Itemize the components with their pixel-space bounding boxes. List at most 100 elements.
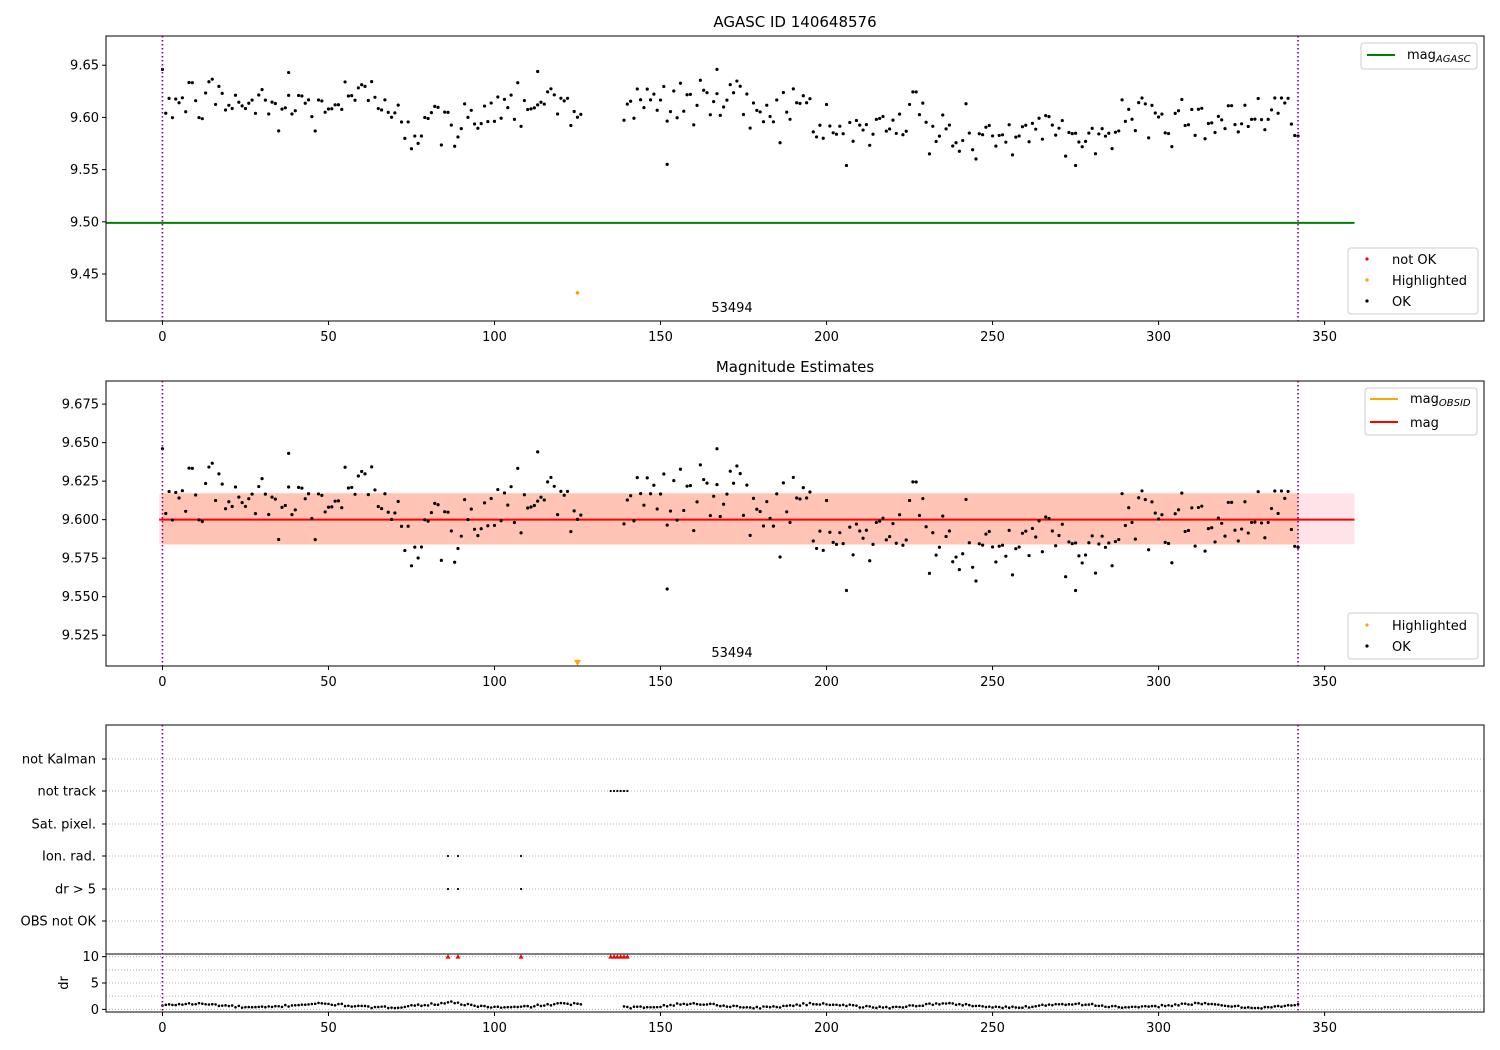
dr-point <box>971 1004 974 1008</box>
ok-point <box>1163 540 1167 544</box>
ok-point <box>834 542 839 547</box>
ok-point <box>1027 140 1031 144</box>
ok-point <box>1044 114 1048 118</box>
ok-point <box>456 546 460 551</box>
ok-point <box>250 98 254 102</box>
ok-point <box>672 479 676 483</box>
ok-point <box>1286 489 1290 494</box>
x-tick-label: 0 <box>158 1021 166 1036</box>
ok-point <box>901 543 905 547</box>
dr-point <box>802 1002 805 1005</box>
ok-point <box>1203 137 1207 141</box>
ok-point <box>824 498 829 503</box>
ok-point <box>380 507 384 511</box>
legend-marker-not-ok <box>1365 257 1369 261</box>
ok-point <box>645 87 649 91</box>
ok-point <box>1010 153 1015 157</box>
dr-point <box>768 1005 772 1009</box>
dr-point <box>347 1004 350 1008</box>
ok-point <box>260 477 264 481</box>
dr-point <box>200 1002 204 1006</box>
ok-point <box>243 106 248 111</box>
plot-frame <box>105 380 1485 667</box>
ok-point <box>552 484 556 488</box>
ok-point <box>190 81 194 85</box>
dr-point <box>406 1004 410 1008</box>
dr-point <box>300 1003 304 1006</box>
ok-point <box>1253 117 1257 121</box>
dr-point <box>240 1006 244 1009</box>
ok-point <box>957 567 961 572</box>
ok-point <box>861 128 865 132</box>
ok-point <box>1004 140 1008 144</box>
dr-point <box>1187 1003 1190 1006</box>
ok-point <box>323 510 327 514</box>
ok-point <box>197 518 201 522</box>
dr-point <box>987 1005 991 1008</box>
ok-point <box>486 119 490 124</box>
ok-point <box>1193 133 1197 137</box>
dr-point <box>1120 1006 1124 1010</box>
ok-point <box>529 107 533 111</box>
ok-point <box>194 99 198 103</box>
ok-point <box>1073 131 1078 135</box>
flag-point <box>619 789 622 793</box>
ok-point <box>539 495 543 499</box>
dr-point <box>1293 1003 1297 1007</box>
ok-point <box>941 113 945 117</box>
ok-point <box>1236 539 1240 543</box>
dr-point <box>904 1005 908 1008</box>
ok-point <box>984 125 988 129</box>
ok-point <box>463 102 467 106</box>
ok-point <box>1117 129 1121 133</box>
ok-point <box>336 499 341 503</box>
ok-point <box>1147 136 1151 140</box>
legend-label-sub-obsid: OBSID <box>1439 398 1471 409</box>
ok-point <box>818 123 822 127</box>
ok-point <box>1176 109 1181 113</box>
ok-point <box>443 110 447 114</box>
dr-point <box>1024 1004 1028 1008</box>
legend-label-sub-agasc: AGASC <box>1435 54 1471 65</box>
ok-point <box>283 106 287 110</box>
dr-point <box>709 1002 712 1006</box>
ok-point <box>1077 140 1081 144</box>
dr-point <box>264 1005 267 1009</box>
dr-point <box>788 1004 792 1007</box>
dr-point <box>1021 1006 1024 1010</box>
dr-point <box>1240 1006 1243 1009</box>
ok-point <box>220 482 224 486</box>
ok-point <box>1017 545 1021 549</box>
dr-point <box>496 1005 500 1009</box>
ok-point <box>858 529 862 533</box>
ok-point <box>1070 541 1074 546</box>
dr-point <box>785 1004 788 1008</box>
ok-point <box>326 107 331 111</box>
ok-point <box>227 500 231 504</box>
dr-point <box>224 1004 227 1007</box>
ok-point <box>446 110 450 114</box>
dr-point <box>715 1003 719 1007</box>
ok-point <box>529 505 533 509</box>
dr-point <box>881 1006 885 1009</box>
y-tick-label: 9.625 <box>62 475 99 490</box>
ok-point <box>728 469 732 473</box>
dr-point <box>914 1004 918 1008</box>
ok-point <box>871 542 875 546</box>
dr-point <box>865 1004 868 1008</box>
ok-point <box>881 516 885 520</box>
x-tick-label: 350 <box>1312 1021 1337 1036</box>
ok-point <box>884 129 888 133</box>
ok-point <box>629 99 633 103</box>
ok-point <box>340 107 344 111</box>
dr-point <box>1290 1004 1293 1007</box>
ok-point <box>180 489 184 493</box>
dr-point <box>519 1005 523 1008</box>
ok-point <box>333 499 337 503</box>
ok-point <box>911 480 915 484</box>
dr-point <box>954 1003 958 1007</box>
ok-point <box>957 149 961 153</box>
dr-point <box>958 1002 961 1006</box>
dr-point <box>383 1005 387 1008</box>
dr-point <box>798 1004 802 1007</box>
